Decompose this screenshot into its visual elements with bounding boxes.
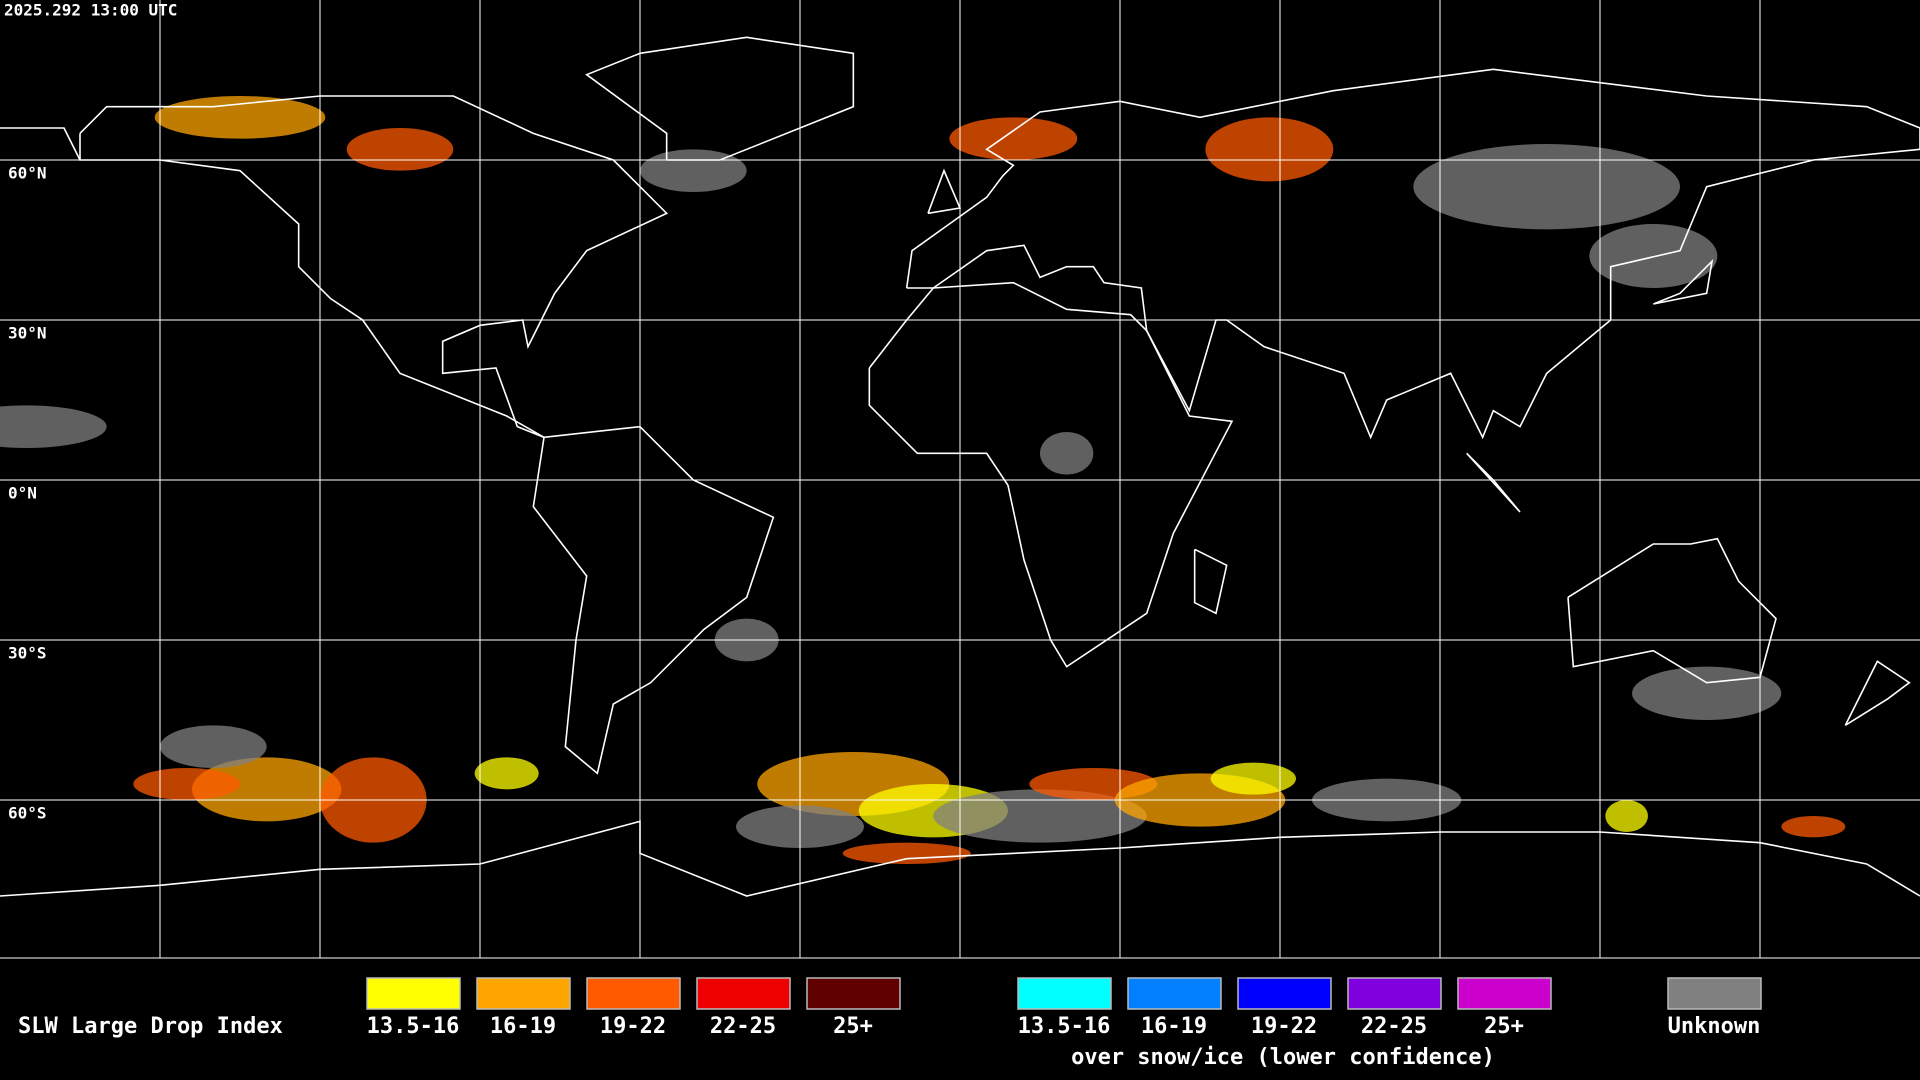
latitude-label: 30°S (8, 644, 47, 663)
cloud-patch (842, 842, 971, 864)
legend-label: 19-22 (600, 1014, 666, 1039)
legend-swatch (1017, 977, 1112, 1010)
coastline (905, 68, 1920, 440)
latitude-label: 60°S (8, 804, 47, 823)
cloud-patch (933, 789, 1147, 843)
timestamp: 2025.292 13:00 UTC (4, 1, 177, 20)
legend-label: 16-19 (490, 1014, 556, 1039)
coastline (868, 281, 1234, 668)
graticule (0, 0, 1920, 958)
cloud-patch (160, 725, 267, 769)
legend-label: Unknown (1668, 1014, 1761, 1039)
legend-swatch (1457, 977, 1552, 1010)
cloud-patch (154, 96, 326, 139)
cloud-patch (949, 117, 1078, 160)
legend-label: 22-25 (1361, 1014, 1427, 1039)
coastline (1653, 259, 1714, 305)
legend-label: 19-22 (1251, 1014, 1317, 1039)
legend: SLW Large Drop Index 13.5-16 16-19 19-22 22-… (18, 977, 1762, 1070)
legend-swatch (1127, 977, 1222, 1010)
coastline (1567, 537, 1777, 684)
cloud-patch (192, 757, 342, 822)
cloud-patch (1632, 666, 1782, 720)
legend-caption: over snow/ice (lower confidence) (1071, 1045, 1495, 1070)
cloud-patch (133, 768, 240, 800)
cloud-patch (1040, 432, 1094, 475)
legend-label: 25+ (833, 1014, 873, 1039)
cloud-patch (1210, 762, 1297, 795)
legend-swatch (1347, 977, 1442, 1010)
cloud-patch (1413, 144, 1680, 230)
cloud-patch (346, 127, 454, 171)
legend-swatch (1237, 977, 1332, 1010)
legend-swatch (1667, 977, 1762, 1010)
coastline (1844, 660, 1911, 727)
cloud-patch (474, 757, 539, 790)
cloud-patch (1781, 816, 1846, 838)
cloud-patch (0, 405, 107, 448)
cloud-patch (1205, 117, 1334, 182)
coastline (79, 95, 669, 439)
latitude-label: 60°N (8, 164, 47, 183)
legend-label: 13.5-16 (367, 1014, 460, 1039)
legend-label: 22-25 (710, 1014, 776, 1039)
legend-label: 13.5-16 (1018, 1014, 1111, 1039)
legend-swatch (696, 977, 791, 1010)
latitude-labels: 60°N 30°N 0°N 30°S 60°S (8, 164, 47, 823)
latitude-label: 30°N (8, 324, 47, 343)
coastlines (0, 36, 1920, 897)
legend-label: 25+ (1484, 1014, 1524, 1039)
legend-title: SLW Large Drop Index (18, 1014, 283, 1039)
coastline (1193, 548, 1228, 615)
legend-swatch (366, 977, 461, 1010)
legend-swatch (476, 977, 571, 1010)
coastline (532, 425, 775, 775)
legend-label: 16-19 (1141, 1014, 1207, 1039)
coastline (0, 127, 81, 161)
coastline (927, 168, 962, 215)
latitude-label: 0°N (8, 484, 37, 503)
coastline (1466, 452, 1521, 513)
coastline (0, 820, 1920, 897)
cloud-patch (1605, 800, 1648, 832)
legend-swatch (806, 977, 901, 1010)
legend-swatch (586, 977, 681, 1010)
